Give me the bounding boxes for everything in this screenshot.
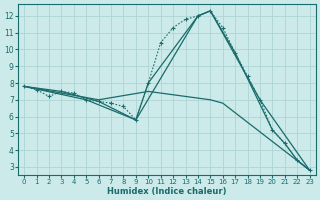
X-axis label: Humidex (Indice chaleur): Humidex (Indice chaleur): [107, 187, 227, 196]
